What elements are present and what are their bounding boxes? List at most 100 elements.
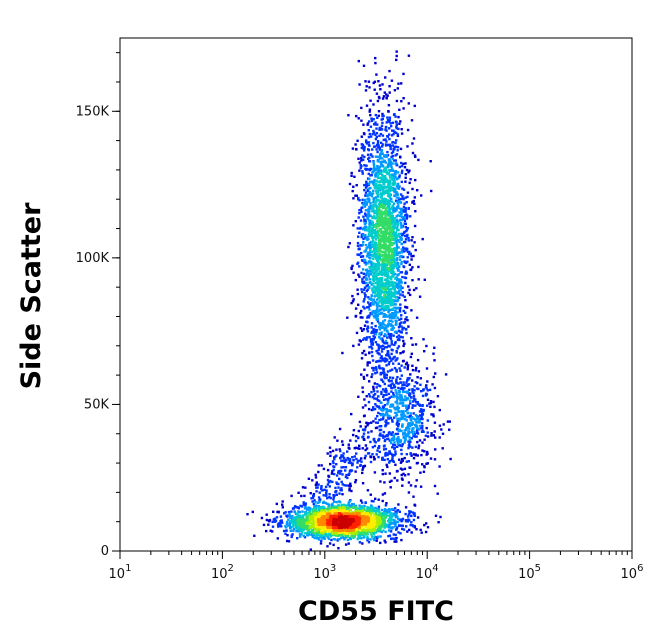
- event-point: [393, 476, 396, 480]
- event-point: [323, 527, 326, 531]
- event-point: [382, 409, 385, 412]
- event-point: [394, 159, 397, 162]
- event-point: [403, 474, 407, 477]
- event-point: [408, 181, 411, 185]
- event-point: [401, 197, 404, 200]
- event-point: [288, 523, 291, 526]
- event-point: [285, 526, 288, 529]
- event-point: [398, 393, 402, 396]
- event-point: [390, 178, 394, 181]
- event-point: [393, 441, 396, 444]
- event-point: [322, 494, 325, 497]
- event-point: [410, 419, 413, 422]
- event-point: [363, 198, 366, 202]
- event-point: [368, 266, 371, 269]
- event-point: [383, 154, 386, 157]
- event-point: [381, 235, 384, 238]
- event-point: [369, 230, 372, 233]
- event-point: [425, 384, 428, 387]
- event-point: [395, 237, 398, 240]
- event-point: [387, 120, 391, 123]
- event-point: [388, 409, 391, 412]
- event-point: [406, 515, 410, 518]
- event-point: [383, 269, 386, 272]
- event-point: [399, 532, 402, 535]
- event-point: [376, 530, 379, 533]
- event-point: [286, 521, 289, 524]
- event-point: [392, 218, 395, 221]
- event-point: [383, 256, 387, 259]
- event-point: [377, 110, 381, 113]
- event-point: [304, 531, 307, 535]
- event-point: [388, 284, 391, 288]
- event-point: [359, 311, 362, 315]
- event-point: [377, 301, 380, 304]
- event-point: [405, 361, 409, 364]
- event-point: [387, 534, 390, 538]
- event-point: [390, 155, 393, 159]
- event-point: [362, 149, 366, 152]
- event-point: [396, 445, 399, 448]
- event-point: [382, 436, 385, 439]
- event-point: [379, 217, 383, 220]
- event-point: [374, 225, 377, 228]
- event-point: [418, 439, 422, 442]
- event-point: [337, 508, 341, 511]
- event-point: [432, 400, 435, 404]
- event-point: [392, 202, 396, 205]
- event-point: [382, 220, 386, 223]
- event-point: [360, 251, 363, 255]
- event-point: [371, 132, 374, 136]
- event-point: [377, 247, 380, 250]
- event-point: [377, 262, 380, 266]
- event-point: [375, 148, 378, 151]
- event-point: [371, 155, 374, 158]
- event-point: [382, 221, 386, 224]
- event-point: [314, 473, 317, 477]
- event-point: [359, 527, 363, 531]
- event-point: [400, 128, 403, 131]
- event-point: [336, 539, 339, 542]
- event-point: [383, 520, 386, 523]
- event-point: [395, 131, 398, 135]
- event-point: [370, 195, 374, 198]
- event-point: [404, 281, 407, 285]
- event-point: [407, 432, 410, 435]
- event-point: [423, 438, 426, 441]
- event-point: [381, 515, 384, 518]
- event-point: [403, 429, 406, 432]
- event-point: [386, 154, 390, 157]
- event-point: [393, 130, 396, 134]
- event-point: [391, 507, 394, 511]
- event-point: [403, 431, 406, 435]
- event-point: [368, 380, 371, 383]
- event-point: [412, 432, 415, 436]
- event-point: [397, 406, 400, 410]
- event-point: [426, 431, 429, 434]
- event-point: [388, 270, 391, 273]
- event-point: [396, 149, 399, 152]
- event-point: [400, 321, 403, 324]
- event-point: [328, 485, 331, 488]
- event-point: [418, 420, 422, 423]
- event-point: [361, 277, 364, 281]
- event-point: [403, 166, 407, 169]
- event-point: [416, 189, 419, 192]
- event-point: [384, 250, 387, 253]
- event-point: [397, 265, 400, 269]
- event-point: [380, 269, 383, 272]
- event-point: [317, 501, 320, 504]
- event-point: [388, 290, 391, 293]
- event-point: [398, 390, 401, 393]
- event-point: [338, 492, 341, 495]
- event-point: [281, 500, 284, 503]
- event-point: [390, 217, 394, 220]
- event-point: [385, 407, 388, 411]
- event-point: [373, 250, 376, 253]
- event-point: [373, 200, 377, 203]
- event-point: [310, 497, 313, 500]
- event-point: [314, 501, 317, 504]
- event-point: [351, 300, 355, 303]
- event-point: [410, 255, 413, 258]
- event-point: [408, 394, 411, 397]
